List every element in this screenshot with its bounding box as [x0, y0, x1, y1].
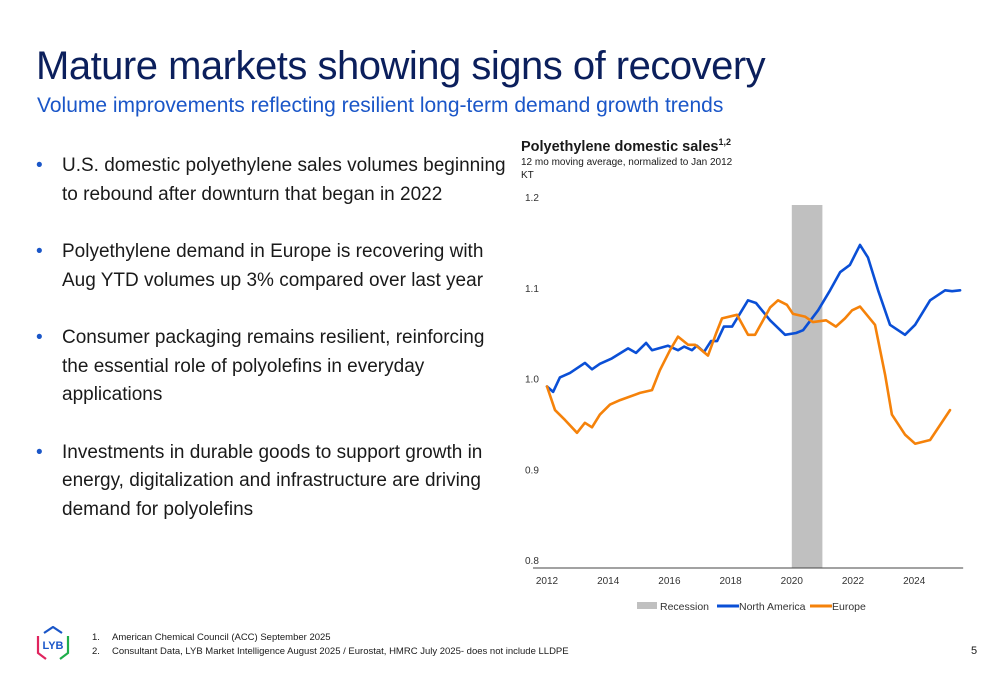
y-tick-label: 1.2	[525, 193, 539, 204]
y-tick-label: 0.8	[525, 556, 539, 567]
bullet-icon: •	[36, 441, 43, 463]
x-tick-label: 2018	[719, 576, 742, 587]
footnote: 1. American Chemical Council (ACC) Septem…	[92, 632, 331, 643]
x-tick-label: 2024	[903, 576, 926, 587]
bullet-list: • U.S. domestic polyethylene sales volume…	[36, 152, 506, 553]
page-number: 5	[971, 645, 978, 657]
legend-label: Recession	[660, 601, 709, 613]
y-tick-label: 0.9	[525, 465, 539, 476]
page-title: Mature markets showing signs of recovery	[36, 44, 766, 88]
chart-title: Polyethylene domestic sales1,2	[521, 137, 731, 155]
y-tick-label: 1.0	[525, 375, 539, 386]
chart-subtitle: 12 mo moving average, normalized to Jan …	[521, 157, 733, 181]
line-chart: 0.8 0.9 1.0 1.1 1.2 2012 2014 2016 2018 2020 2022 2…	[525, 193, 964, 613]
bullet-item: • Consumer packaging remains resilient, r…	[36, 324, 506, 410]
legend-label: Europe	[832, 601, 866, 613]
bullet-icon: •	[36, 327, 43, 348]
legend-label: North America	[739, 601, 806, 613]
bullet-icon: •	[36, 155, 43, 176]
page-subtitle: Volume improvements reflecting resilient…	[37, 94, 724, 117]
series-line-europe	[545, 299, 952, 445]
series-line-north-america	[545, 243, 962, 394]
lyb-logo: LYB	[35, 625, 71, 667]
x-tick-label: 2016	[658, 576, 681, 587]
chart-unit: KT	[521, 170, 534, 181]
y-tick-label: 1.1	[525, 284, 539, 295]
footnotes: 1. American Chemical Council (ACC) Septem…	[92, 631, 569, 659]
x-tick-label: 2022	[842, 576, 865, 587]
x-tick-label: 2014	[597, 576, 620, 587]
svg-text:LYB: LYB	[43, 640, 64, 652]
bullet-icon: •	[36, 241, 43, 262]
recession-band	[791, 205, 823, 568]
bullet-item: • Polyethylene demand in Europe is recove…	[36, 238, 506, 295]
bullet-item: • U.S. domestic polyethylene sales volume…	[36, 152, 506, 209]
x-tick-label: 2020	[781, 576, 804, 587]
bullet-item: • Investments in durable goods to support…	[36, 439, 506, 525]
x-tick-label: 2012	[536, 576, 559, 587]
legend-swatch-recession	[637, 602, 657, 609]
footnote: 2. Consultant Data, LYB Market Intelligen…	[92, 646, 569, 657]
